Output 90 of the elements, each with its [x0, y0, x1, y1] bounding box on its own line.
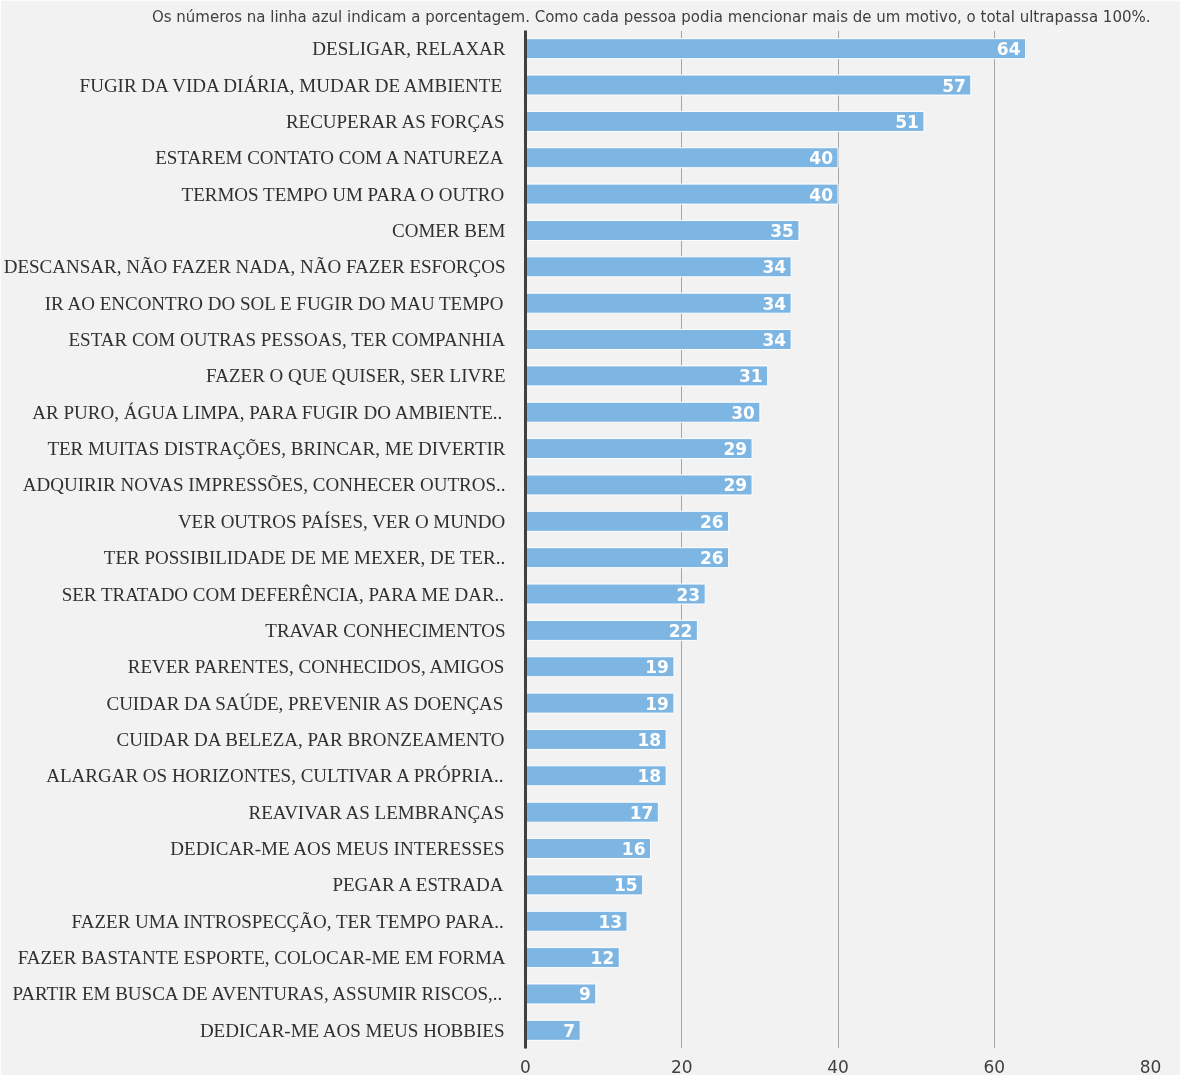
bar — [525, 147, 839, 169]
bar — [525, 801, 659, 823]
bar — [525, 38, 1026, 60]
y-tick-label: PEGAR A ESTRADA — [332, 874, 504, 896]
y-tick-label: TER POSSIBILIDADE DE ME MEXER, DE TER.. — [103, 547, 506, 569]
y-tick-label: IR AO ENCONTRO DO SOL E FUGIR DO MAU TEMPO — [44, 292, 504, 314]
bar — [525, 619, 698, 641]
y-tick-label: CUIDAR DA BELEZA, PAR BRONZEAMENTO — [116, 728, 505, 750]
y-tick-label: ALARGAR OS HORIZONTES, CULTIVAR A PRÓPRIA.. — [46, 765, 504, 787]
data-label: 51 — [895, 111, 919, 132]
y-tick-label: CUIDAR DA SAÚDE, PREVENIR AS DOENÇAS — [106, 692, 504, 714]
y-tick-label: PARTIR EM BUSCA DE AVENTURAS, ASSUMIR RISCOS,.. — [12, 983, 503, 1005]
x-tick-label: 60 — [983, 1056, 1006, 1077]
bar — [525, 219, 800, 241]
y-tick-label: DESCANSAR, NÃO FAZER NADA, NÃO FAZER ESFORÇOS — [3, 256, 506, 278]
bar — [525, 947, 620, 969]
data-label: 18 — [637, 729, 662, 750]
data-label: 34 — [762, 330, 787, 351]
x-tick-label: 40 — [827, 1056, 849, 1077]
data-label: 18 — [637, 766, 662, 787]
y-tick-label: TERMOS TEMPO UM PARA O OUTRO — [181, 183, 505, 205]
bar — [525, 728, 667, 750]
data-label: 16 — [621, 839, 646, 860]
bar — [525, 838, 651, 860]
data-label: 64 — [996, 39, 1021, 60]
y-tick-label: REAVIVAR AS LEMBRANÇAS — [248, 801, 505, 823]
y-tick-label: TER MUITAS DISTRAÇÕES, BRINCAR, ME DIVERTIR — [47, 438, 506, 460]
y-tick-label: DEDICAR-ME AOS MEUS HOBBIES — [199, 1019, 505, 1041]
data-label: 40 — [809, 184, 834, 205]
data-label: 19 — [645, 693, 669, 714]
data-label: 26 — [699, 548, 724, 569]
bar — [525, 692, 675, 714]
data-label: 30 — [731, 402, 756, 423]
data-label: 15 — [614, 875, 638, 896]
data-label: 13 — [598, 911, 623, 932]
bar — [525, 910, 628, 932]
data-label: 34 — [762, 257, 787, 278]
data-label: 29 — [723, 475, 748, 496]
bar — [525, 474, 753, 496]
bar — [525, 292, 792, 314]
y-tick-label: ESTAREM CONTATO COM A NATUREZA — [155, 147, 504, 169]
y-tick-label: FAZER O QUE QUISER, SER LIVRE — [206, 365, 506, 387]
x-tick-label: 20 — [670, 1056, 693, 1077]
data-label: 31 — [739, 366, 763, 387]
y-tick-label: ESTAR COM OUTRAS PESSOAS, TER COMPANHIA — [68, 329, 506, 351]
data-label: 26 — [699, 511, 724, 532]
y-tick-label: REVER PARENTES, CONHECIDOS, AMIGOS — [127, 656, 505, 678]
data-label: 22 — [668, 620, 693, 641]
data-label: 35 — [770, 220, 794, 241]
bar — [525, 438, 753, 460]
bar — [525, 329, 792, 351]
bar — [525, 510, 730, 532]
data-label: 57 — [942, 75, 966, 96]
data-label: 19 — [645, 657, 669, 678]
bar — [525, 874, 644, 896]
bar — [525, 110, 925, 132]
y-tick-label: DEDICAR-ME AOS MEUS INTERESSES — [170, 838, 505, 860]
y-tick-label: FAZER BASTANTE ESPORTE, COLOCAR-ME EM FORMA — [17, 947, 506, 969]
y-tick-label: TRAVAR CONHECIMENTOS — [265, 619, 506, 641]
bar — [525, 183, 839, 205]
bar — [525, 983, 597, 1005]
y-tick-label: FUGIR DA VIDA DIÁRIA, MUDAR DE AMBIENTE — [79, 74, 503, 96]
data-label: 40 — [809, 148, 834, 169]
y-tick-label: RECUPERAR AS FORÇAS — [285, 110, 505, 132]
y-tick-label: SER TRATADO COM DEFERÊNCIA, PARA ME DAR.. — [61, 583, 505, 605]
bar — [525, 656, 675, 678]
bar — [525, 365, 769, 387]
data-label: 12 — [590, 948, 615, 969]
chart-title: Os números na linha azul indicam a porcentagem. Como cada pessoa podia mencionar mais de um motivo, o total ultrapassa 100%. — [151, 7, 1151, 26]
bar — [525, 1019, 581, 1041]
bar — [525, 765, 667, 787]
data-label: 29 — [723, 439, 748, 460]
bar — [525, 74, 972, 96]
bar — [525, 583, 706, 605]
y-tick-label: DESLIGAR, RELAXAR — [312, 38, 506, 60]
data-label: 34 — [762, 293, 787, 314]
y-tick-label: ADQUIRIR NOVAS IMPRESSÕES, CONHECER OUTROS.. — [22, 474, 506, 496]
y-tick-label: AR PURO, ÁGUA LIMPA, PARA FUGIR DO AMBIENTE.. — [32, 401, 503, 423]
data-label: 23 — [676, 584, 701, 605]
bar — [525, 256, 792, 278]
data-label: 9 — [578, 984, 591, 1005]
data-label: 17 — [629, 802, 654, 823]
x-tick-label: 80 — [1139, 1056, 1162, 1077]
bar — [525, 401, 761, 423]
data-label: 7 — [563, 1020, 576, 1041]
y-tick-label: FAZER UMA INTROSPECÇÃO, TER TEMPO PARA.. — [71, 910, 504, 932]
bar — [525, 547, 730, 569]
y-tick-label: COMER BEM — [392, 219, 506, 241]
y-tick-label: VER OUTROS PAÍSES, VER O MUNDO — [177, 510, 506, 532]
x-tick-label: 0 — [520, 1056, 531, 1077]
